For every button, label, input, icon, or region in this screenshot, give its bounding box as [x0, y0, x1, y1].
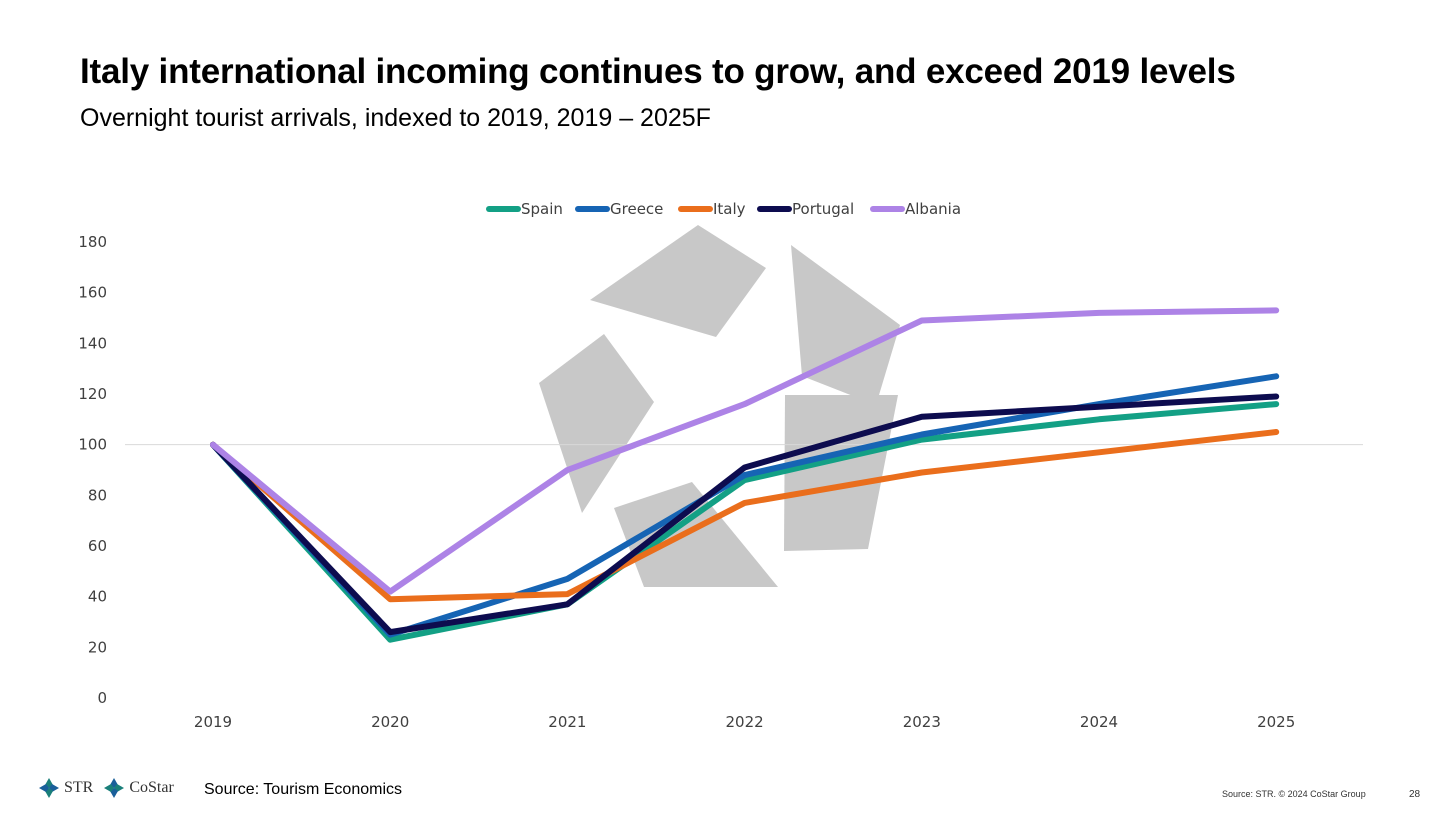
- slide-title: Italy international incoming continues t…: [80, 52, 1236, 91]
- y-tick-label: 140: [78, 334, 107, 352]
- watermark-logo: [539, 225, 900, 587]
- series-line-italy: [210, 429, 1280, 603]
- y-tick-label: 20: [88, 638, 107, 656]
- legend-label: Portugal: [792, 200, 854, 218]
- y-tick-label: 100: [78, 436, 107, 454]
- y-tick-label: 0: [97, 689, 107, 707]
- legend-label: Albania: [905, 200, 961, 218]
- legend-label: Italy: [713, 200, 746, 218]
- page-number: 28: [1409, 789, 1421, 800]
- x-tick-label: 2025: [1257, 713, 1295, 731]
- y-tick-label: 160: [78, 284, 107, 302]
- str-logo-mark: [39, 778, 59, 798]
- copyright-note: Source: STR. © 2024 CoStar Group: [1222, 789, 1366, 799]
- x-tick-label: 2022: [726, 713, 764, 731]
- legend-item-spain: Spain: [486, 200, 563, 218]
- costar-logo: CoStar: [103, 777, 174, 799]
- legend-item-italy: Italy: [678, 200, 746, 218]
- x-tick-label: 2021: [548, 713, 586, 731]
- costar-logo-mark: [104, 778, 125, 798]
- series-line-spain: [210, 401, 1280, 643]
- source-note: Source: Tourism Economics: [204, 781, 402, 798]
- watermark-shape: [539, 334, 654, 513]
- str-logo-text: STR: [64, 779, 94, 796]
- legend-label: Spain: [521, 200, 563, 218]
- legend-item-portugal: Portugal: [757, 200, 854, 218]
- watermark-shape: [784, 395, 898, 551]
- y-tick-label: 180: [78, 233, 107, 251]
- y-tick-label: 60: [88, 537, 107, 555]
- x-tick-label: 2024: [1080, 713, 1118, 731]
- watermark-shape: [614, 482, 778, 587]
- legend-item-albania: Albania: [870, 200, 961, 218]
- costar-logo-text: CoStar: [129, 779, 174, 796]
- legend-item-greece: Greece: [575, 200, 663, 218]
- footer-logos: STR CoStar: [38, 777, 174, 799]
- x-tick-label: 2020: [371, 713, 409, 731]
- y-tick-label: 120: [78, 385, 107, 403]
- x-tick-label: 2023: [903, 713, 941, 731]
- y-tick-label: 80: [88, 486, 107, 504]
- str-logo: STR: [38, 777, 93, 799]
- slide-subtitle: Overnight tourist arrivals, indexed to 2…: [80, 104, 711, 132]
- watermark-shape: [590, 225, 766, 337]
- y-tick-label: 40: [88, 588, 107, 606]
- x-tick-label: 2019: [194, 713, 232, 731]
- legend-label: Greece: [610, 200, 663, 218]
- series-line-portugal: [210, 393, 1280, 636]
- series-line-albania: [210, 307, 1280, 595]
- watermark-shape: [791, 245, 900, 405]
